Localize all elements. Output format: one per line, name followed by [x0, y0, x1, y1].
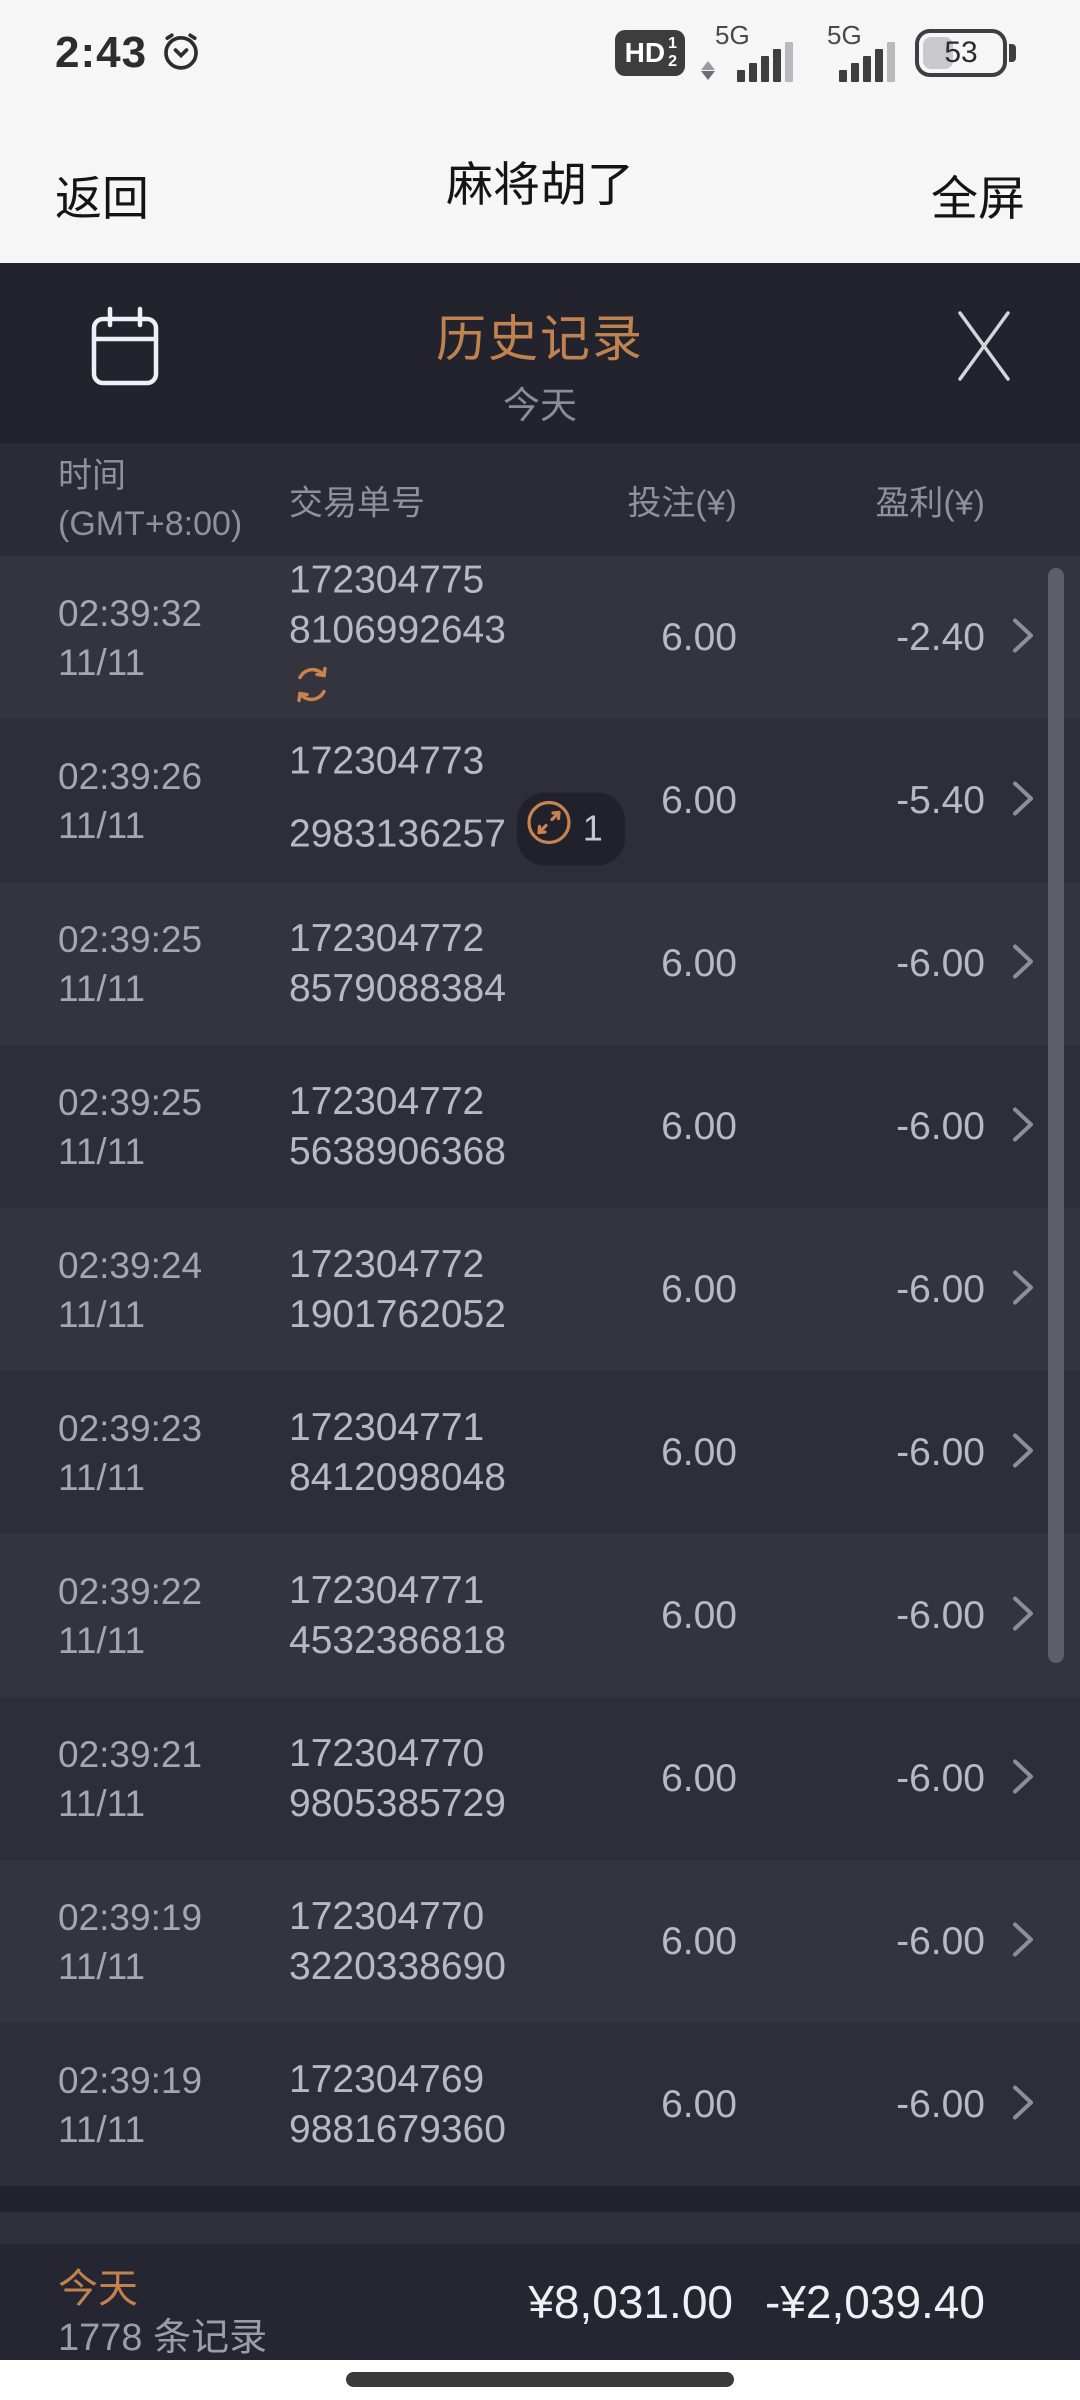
row-time: 02:39:22 11/11	[58, 1570, 203, 1661]
row-time: 02:39:32 11/11	[58, 592, 203, 683]
chevron-right-icon[interactable]	[1010, 1264, 1036, 1315]
row-profit: -5.40	[896, 778, 985, 822]
table-row[interactable]: 02:39:26 11/11 172304773 2983136257	[0, 719, 1080, 882]
row-transaction-id: 172304771 8412098048	[289, 1405, 506, 1499]
table-row[interactable]: 02:39:25 11/11 172304772 8579088384	[0, 882, 1080, 1045]
chevron-right-icon[interactable]	[1010, 938, 1036, 989]
history-panel-header: 历史记录 今天	[0, 263, 1080, 443]
row-bet: 6.00	[661, 1430, 737, 1474]
table-row[interactable]: 02:39:32 11/11 172304775 8106992643	[0, 556, 1080, 719]
row-bet: 6.00	[661, 1756, 737, 1800]
chevron-right-icon[interactable]	[1010, 1753, 1036, 1804]
chevron-right-icon[interactable]	[1010, 2079, 1036, 2130]
transfer-arrows-icon	[525, 798, 573, 859]
table-row[interactable]: 02:39:25 11/11 172304772 5638906368	[0, 1045, 1080, 1208]
row-transaction-id: 172304772 5638906368	[289, 1079, 506, 1173]
refresh-icon	[289, 661, 506, 720]
history-rows: 02:39:32 11/11 172304775 8106992643	[0, 556, 1080, 2186]
status-bar: 2:43 HD 1 2 5G 5G	[0, 0, 1080, 96]
summary-record-count: 1778 条记录	[58, 2317, 268, 2359]
history-title: 历史记录	[436, 311, 644, 367]
summary-total-bet: ¥8,031.00	[528, 2276, 733, 2328]
row-time: 02:39:24 11/11	[58, 1244, 203, 1335]
row-gap-strip	[0, 2186, 1080, 2212]
multiplier-badge: 1	[516, 792, 625, 865]
row-profit: -6.00	[896, 1267, 985, 1311]
column-profit: 盈利(¥)	[875, 484, 985, 522]
table-row[interactable]: 02:39:19 11/11 172304770 3220338690	[0, 1860, 1080, 2023]
column-transaction: 交易单号	[289, 484, 425, 522]
row-bet: 6.00	[661, 1593, 737, 1637]
row-time: 02:39:25 11/11	[58, 1081, 203, 1172]
hd-volte-icon: HD 1 2	[614, 30, 685, 76]
table-row[interactable]: 02:39:19 11/11 172304769 9881679360	[0, 2023, 1080, 2186]
column-time: 时间 (GMT+8:00)	[58, 456, 243, 543]
row-transaction-id: 172304772 8579088384	[289, 916, 506, 1010]
row-profit: -6.00	[896, 1104, 985, 1148]
row-bet: 6.00	[661, 1267, 737, 1311]
row-profit: -2.40	[896, 615, 985, 659]
row-time: 02:39:19 11/11	[58, 1896, 203, 1987]
row-bet: 6.00	[661, 2082, 737, 2126]
row-transaction-id: 172304771 4532386818	[289, 1568, 506, 1662]
row-profit: -6.00	[896, 1430, 985, 1474]
nav-bar: 返回 麻将胡了 全屏	[0, 96, 1080, 263]
column-bet: 投注(¥)	[627, 484, 737, 522]
battery-icon: 53	[915, 29, 1016, 77]
row-time: 02:39:26 11/11	[58, 755, 203, 846]
row-transaction-id: 172304772 1901762052	[289, 1242, 506, 1336]
table-row[interactable]: 02:39:24 11/11 172304772 1901762052	[0, 1208, 1080, 1371]
history-date-filter: 今天	[503, 385, 577, 426]
row-time: 02:39:19 11/11	[58, 2059, 203, 2150]
signal-sim1-icon: 5G	[701, 20, 797, 84]
back-button[interactable]: 返回	[55, 172, 149, 225]
table-row[interactable]: 02:39:21 11/11 172304770 9805385729	[0, 1697, 1080, 1860]
chevron-right-icon[interactable]	[1010, 612, 1036, 663]
summary-total-profit: -¥2,039.40	[765, 2276, 985, 2328]
row-transaction-id: 172304770 9805385729	[289, 1731, 506, 1825]
row-profit: -6.00	[896, 1919, 985, 1963]
clock-time: 2:43	[55, 28, 148, 77]
row-time: 02:39:21 11/11	[58, 1733, 203, 1824]
table-row[interactable]: 02:39:23 11/11 172304771 8412098048	[0, 1371, 1080, 1534]
scrollbar-thumb[interactable]	[1048, 568, 1064, 1663]
row-bet: 6.00	[661, 941, 737, 985]
chevron-right-icon[interactable]	[1010, 1101, 1036, 1152]
row-bet: 6.00	[661, 1919, 737, 1963]
row-bet: 6.00	[661, 615, 737, 659]
alarm-icon	[159, 29, 203, 78]
home-indicator-bar[interactable]	[346, 2372, 734, 2387]
chevron-right-icon[interactable]	[1010, 1427, 1036, 1478]
row-transaction-id: 172304769 9881679360	[289, 2057, 506, 2151]
partial-next-row	[0, 2212, 1080, 2244]
page-title: 麻将胡了	[446, 158, 634, 211]
row-transaction-id: 172304773 2983136257 1	[289, 736, 625, 865]
fullscreen-button[interactable]: 全屏	[931, 172, 1025, 225]
row-time: 02:39:23 11/11	[58, 1407, 203, 1498]
close-icon[interactable]	[946, 301, 1022, 391]
calendar-icon[interactable]	[86, 303, 166, 393]
signal-sim2-icon: 5G	[813, 20, 899, 84]
row-time: 02:39:25 11/11	[58, 918, 203, 1009]
chevron-right-icon[interactable]	[1010, 1590, 1036, 1641]
summary-period: 今天	[58, 2267, 138, 2311]
row-bet: 6.00	[661, 778, 737, 822]
row-profit: -6.00	[896, 941, 985, 985]
row-profit: -6.00	[896, 1593, 985, 1637]
row-bet: 6.00	[661, 1104, 737, 1148]
row-profit: -6.00	[896, 1756, 985, 1800]
chevron-right-icon[interactable]	[1010, 775, 1036, 826]
row-transaction-id: 172304770 3220338690	[289, 1894, 506, 1988]
row-profit: -6.00	[896, 2082, 985, 2126]
table-row[interactable]: 02:39:22 11/11 172304771 4532386818	[0, 1534, 1080, 1697]
table-header: 时间 (GMT+8:00) 交易单号 投注(¥) 盈利(¥)	[0, 443, 1080, 556]
chevron-right-icon[interactable]	[1010, 1916, 1036, 1967]
row-transaction-id: 172304775 8106992643	[289, 555, 506, 720]
summary-footer: 今天 1778 条记录 ¥8,031.00 -¥2,039.40	[0, 2244, 1080, 2360]
